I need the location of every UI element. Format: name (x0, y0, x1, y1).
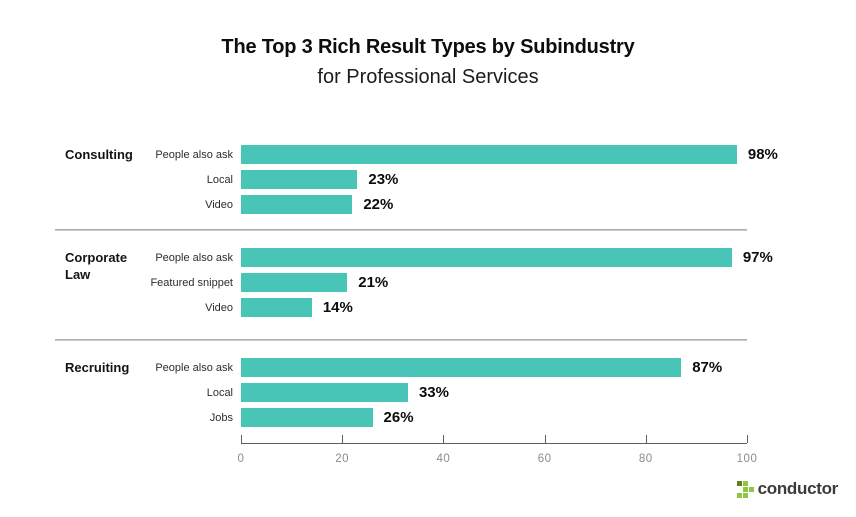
x-axis-labels: 0 20 40 60 80 100 (237, 453, 757, 467)
bar-row: Local 23% (150, 167, 747, 192)
bar (241, 298, 312, 317)
conductor-logo-text: conductor (757, 479, 839, 498)
bar-row-label: Jobs (209, 411, 233, 424)
bar-value-label: 22% (363, 196, 394, 213)
bar-value-label: 33% (418, 384, 449, 401)
bar (241, 145, 737, 164)
bar-value-label: 26% (383, 409, 414, 426)
bar (241, 170, 358, 189)
bar-track: 14% (241, 298, 747, 317)
bar-value-label: 23% (368, 171, 399, 188)
bar-value-label: 97% (742, 249, 773, 266)
group-rows: People also ask 87% Local 33% Jobs 26% (150, 355, 747, 430)
bar-track: 21% (241, 273, 747, 292)
bar-value-label: 14% (322, 299, 353, 316)
conductor-logo-icon (736, 480, 754, 498)
bar (241, 358, 682, 377)
axis-tick-label: 60 (537, 453, 552, 465)
bar-track: 23% (241, 170, 747, 189)
conductor-logo: conductor (736, 479, 839, 499)
bar-row: People also ask 87% (150, 355, 747, 380)
bar (241, 273, 348, 292)
bar-value-label: 87% (692, 359, 723, 376)
bar-track: 26% (241, 408, 747, 427)
bar-value-label: 98% (747, 146, 778, 163)
chart-title: The Top 3 Rich Result Types by Subindust… (221, 36, 635, 58)
axis-tick (645, 435, 647, 443)
axis-tick (241, 435, 242, 443)
chart-group-corporate-law: Corporate Law People also ask 97% Featur… (55, 245, 773, 320)
bar-track: 97% (241, 248, 773, 267)
bar-track: 98% (241, 145, 778, 164)
axis-tick-label: 20 (335, 453, 350, 465)
bar-row-label: People also ask (155, 251, 233, 264)
bar-row: People also ask 97% (150, 245, 773, 270)
chart-group-recruiting: Recruiting People also ask 87% Local 33%… (55, 355, 747, 430)
title-block: The Top 3 Rich Result Types by Subindust… (0, 36, 856, 89)
bar-row: People also ask 98% (150, 142, 778, 167)
group-label: Consulting (65, 147, 133, 162)
group-rows: People also ask 98% Local 23% Video 22% (150, 142, 778, 217)
bar-row-label: Video (205, 301, 233, 314)
bar (241, 383, 408, 402)
bar-row: Local 33% (150, 380, 747, 405)
axis-tick (342, 435, 344, 443)
group-rows: People also ask 97% Featured snippet 21%… (150, 245, 773, 320)
bar-row: Video 22% (150, 192, 747, 217)
group-label: Recruiting (65, 360, 130, 375)
chart-subtitle: for Professional Services (317, 66, 539, 88)
bar-row: Jobs 26% (150, 405, 747, 430)
bar-row-label: Local (206, 173, 233, 186)
bar-track: 87% (241, 358, 747, 377)
bar-row-label: People also ask (155, 361, 233, 374)
group-separator (55, 339, 747, 341)
bar (241, 195, 353, 214)
x-axis (241, 435, 748, 444)
axis-tick-label: 40 (436, 453, 451, 465)
chart-group-consulting: Consulting People also ask 98% Local 23%… (55, 142, 778, 217)
bar-row-label: People also ask (155, 148, 233, 161)
bar (241, 248, 732, 267)
axis-tick-label: 0 (237, 453, 245, 465)
bar-row-label: Featured snippet (150, 276, 233, 289)
bar (241, 408, 373, 427)
axis-tick (443, 435, 445, 443)
group-separator (55, 229, 747, 231)
bar-row-label: Video (205, 198, 233, 211)
axis-tick (747, 435, 748, 443)
axis-tick-label: 80 (638, 453, 653, 465)
bar-row-label: Local (206, 386, 233, 399)
bar-row: Video 14% (150, 295, 747, 320)
group-label: Corporate Law (65, 250, 128, 282)
bar-track: 22% (241, 195, 747, 214)
axis-tick (544, 435, 546, 443)
bar-track: 33% (241, 383, 747, 402)
bar-value-label: 21% (358, 274, 389, 291)
bar-row: Featured snippet 21% (150, 270, 747, 295)
axis-tick-label: 100 (736, 453, 758, 465)
